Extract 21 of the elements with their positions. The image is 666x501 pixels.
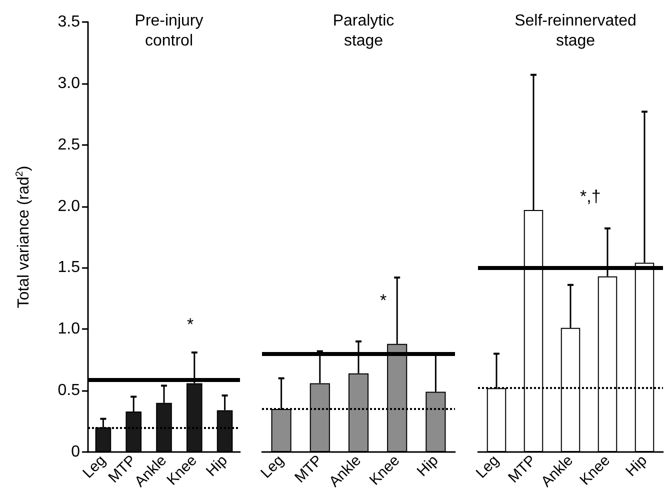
y-tick-label: 1.5 (58, 259, 80, 276)
y-tick-label: 3.0 (58, 74, 80, 92)
x-tick-label: Leg (472, 452, 503, 482)
y-axis-title: Total variance (rad2) (14, 166, 32, 308)
annotation: * (380, 291, 387, 310)
annotation: *,† (580, 187, 601, 206)
annotation: * (187, 315, 194, 334)
chart-title: Pre-injury control (134, 12, 204, 50)
chart-title: Self-reinnervated stage (514, 12, 636, 50)
y-tick-label: 2.0 (58, 198, 80, 215)
chart-title: Paralytic stage (332, 12, 394, 50)
x-tick-label: Hip (414, 452, 442, 480)
x-tick-label: Hip (622, 452, 651, 480)
y-tick-label: 0 (71, 444, 80, 460)
x-tick-label: Leg (80, 452, 110, 482)
y-tick-label: 3.5 (58, 14, 80, 30)
y-tick-label: 2.5 (58, 136, 80, 154)
x-tick-label: Leg (258, 452, 288, 482)
x-tick-label: Hip (202, 452, 231, 480)
y-tick-label: 0.5 (58, 382, 80, 400)
y-tick-label: 1.0 (58, 320, 80, 338)
